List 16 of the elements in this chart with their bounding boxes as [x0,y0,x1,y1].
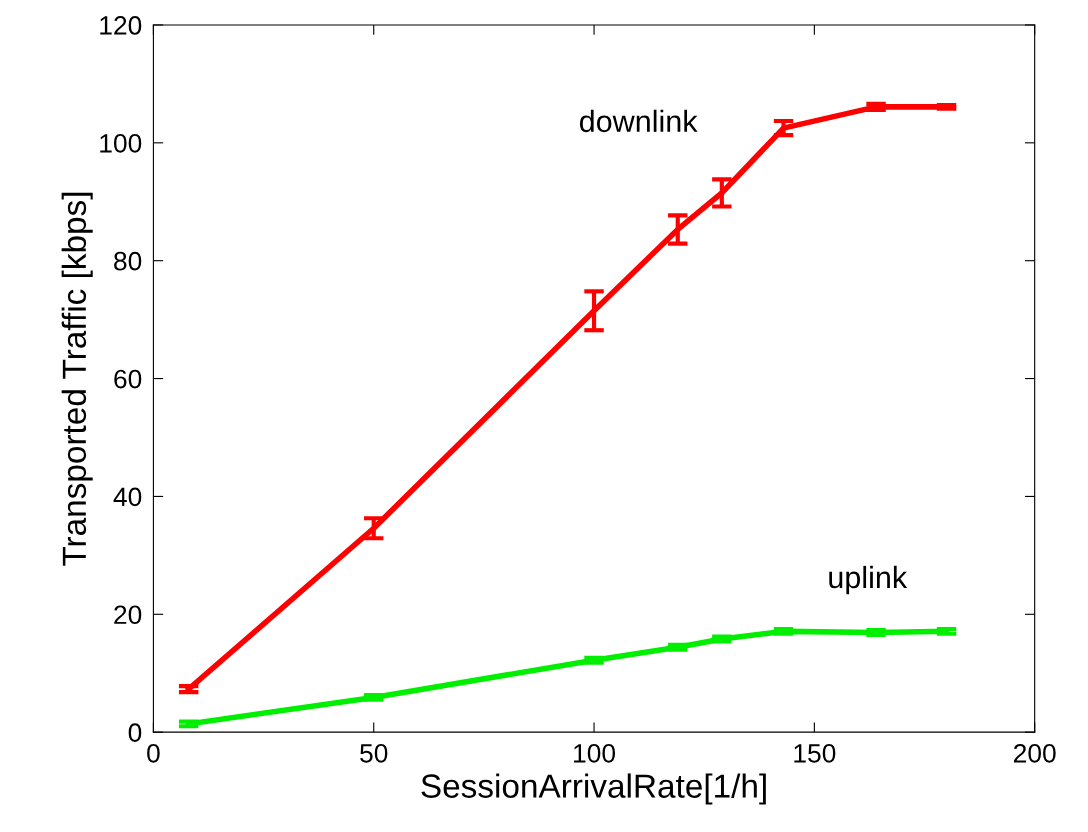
x-axis-title: SessionArrivalRate[1/h] [421,773,766,805]
y-tick-label: 40 [113,487,142,507]
x-tick-label: 200 [1014,743,1056,763]
y-tick-label: 100 [100,133,142,153]
x-tick-label: 150 [794,743,836,763]
annotation: downlink [579,109,698,133]
y-tick-label: 20 [114,605,142,625]
annotation: uplink [829,565,908,595]
x-tick-label: 50 [360,743,388,763]
y-tick-label: 0 [128,723,142,742]
x-tick-label: 0 [147,743,160,763]
x-tick-label: 100 [574,743,616,763]
y-tick-label: 60 [114,369,142,389]
y-axis-title: Transported Traffic [kbps] [61,192,93,566]
y-tick-label: 80 [114,251,142,271]
y-tick-label: 120 [100,16,142,35]
